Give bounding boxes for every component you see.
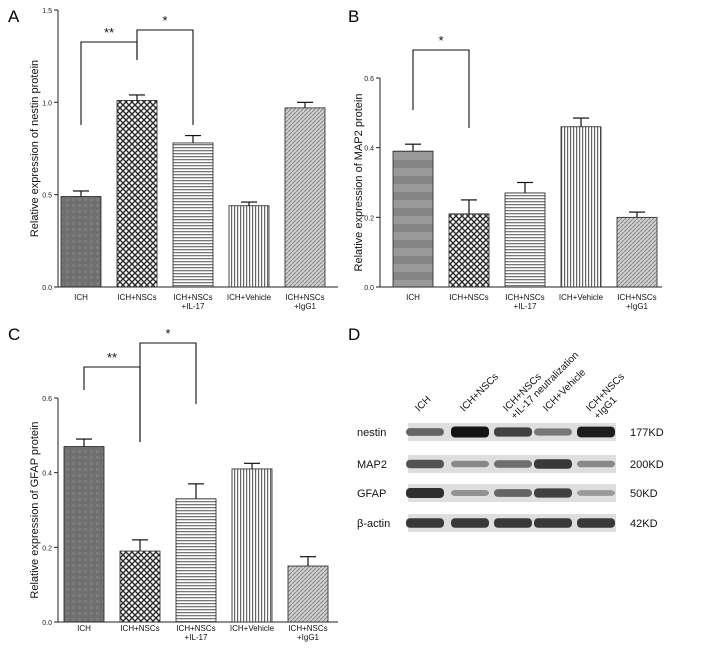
- y-tick-label: 0.4: [364, 146, 374, 153]
- x-tick-label: ICH+NSCs +IL-17: [505, 293, 544, 311]
- bar-5: [616, 216, 658, 288]
- x-tick-label: ICH+NSCs +IgG1: [285, 293, 324, 311]
- blot-band: [451, 426, 489, 438]
- blot-band: [451, 489, 489, 497]
- bar-2: [116, 100, 158, 288]
- blot-band: [534, 518, 572, 528]
- x-tick-label: ICH+Vehicle: [559, 293, 604, 302]
- y-tick-label: 1.5: [42, 8, 52, 15]
- bar-5: [284, 107, 326, 288]
- blot-band: [451, 460, 489, 468]
- y-axis-label: Relative expression of GFAP protein: [29, 421, 41, 598]
- y-tick-label: 0.4: [42, 471, 52, 478]
- blot-band: [494, 427, 532, 437]
- protein-label: nestin: [357, 427, 386, 439]
- blot-band: [406, 428, 444, 436]
- blot-band: [494, 489, 532, 497]
- x-tick-label: ICH: [74, 293, 88, 302]
- bar-4: [560, 126, 602, 288]
- blot-band: [451, 518, 489, 528]
- panel-letter-b: B: [348, 7, 359, 26]
- x-tick-label: ICH: [77, 624, 91, 633]
- y-tick-label: 1.0: [42, 100, 52, 107]
- blot-band: [534, 488, 572, 498]
- panel-letter-d: D: [348, 325, 360, 344]
- panel-letter-a: A: [8, 7, 20, 26]
- protein-label: β-actin: [357, 518, 390, 530]
- protein-label: MAP2: [357, 459, 387, 471]
- significance-label: **: [107, 350, 117, 365]
- x-tick-label: ICH+NSCs: [120, 624, 159, 633]
- size-label: 177KD: [630, 427, 664, 439]
- y-axis-label: Relative expression of nestin protein: [29, 60, 41, 237]
- bar-1: [392, 150, 434, 288]
- bar-4: [228, 205, 270, 288]
- panel-c-gfap-chart: 0.0 0.2 0.4 0.6 Relative expression of GFAP …: [29, 326, 338, 642]
- blot-band: [406, 518, 444, 528]
- bar-3: [172, 142, 214, 288]
- blot-band: [406, 459, 444, 469]
- panel-letters: A B C D: [8, 7, 360, 344]
- panel-a-nestin-chart: 0.0 0.5 1.0 1.5 Relative expression of nesti…: [29, 8, 338, 311]
- blot-band: [577, 490, 615, 496]
- bar-1: [63, 446, 105, 623]
- bar-5: [287, 565, 329, 623]
- panel-b-map2-chart: 0.0 0.2 0.4 0.6 Relative expression of MAP2 …: [353, 33, 662, 311]
- y-tick-label: 0.0: [364, 285, 374, 292]
- y-tick-label: 0.5: [42, 193, 52, 200]
- y-tick-label: 0.6: [42, 396, 52, 403]
- size-label: 50KD: [630, 488, 658, 500]
- blot-band: [534, 428, 572, 436]
- bar-2: [119, 550, 161, 623]
- lane-label: ICH: [413, 394, 433, 414]
- x-tick-label: ICH: [406, 293, 420, 302]
- y-tick-label: 0.2: [42, 545, 52, 552]
- significance-bracket: [83, 366, 141, 442]
- lane-label: ICH+NSCs: [458, 372, 501, 415]
- panel-letter-c: C: [8, 325, 20, 344]
- x-tick-label: ICH+NSCs +IL-17: [173, 293, 212, 311]
- blot-band: [577, 518, 615, 528]
- size-label: 42KD: [630, 518, 658, 530]
- significance-bracket: [139, 342, 197, 442]
- x-tick-label: ICH+NSCs +IgG1: [617, 293, 656, 311]
- significance-label: *: [165, 326, 170, 341]
- bar-4: [231, 468, 273, 623]
- blot-band: [494, 518, 532, 528]
- blot-band: [577, 426, 615, 438]
- bar-1: [60, 196, 102, 288]
- x-tick-label: ICH+Vehicle: [227, 293, 272, 302]
- bar-3: [504, 192, 546, 288]
- x-tick-label: ICH+Vehicle: [230, 624, 275, 633]
- blot-band: [406, 488, 444, 498]
- significance-label: *: [438, 33, 443, 48]
- significance-bracket: [412, 49, 470, 128]
- protein-label: GFAP: [357, 488, 386, 500]
- significance-label: *: [162, 13, 167, 28]
- blot-band: [494, 460, 532, 468]
- blot-band: [577, 460, 615, 468]
- size-label: 200KD: [630, 459, 664, 471]
- significance-bracket: [136, 29, 194, 125]
- bar-2: [448, 213, 490, 288]
- lane-label: ICH+NSCs+IgG1: [584, 372, 634, 422]
- x-tick-label: ICH+NSCs: [449, 293, 488, 302]
- y-tick-label: 0.2: [364, 215, 374, 222]
- y-tick-label: 0.6: [364, 76, 374, 83]
- x-tick-label: ICH+NSCs +IL-17: [176, 624, 215, 642]
- blot-band: [534, 459, 572, 469]
- y-axis-label: Relative expression of MAP2 protein: [353, 94, 365, 272]
- x-tick-label: ICH+NSCs +IgG1: [288, 624, 327, 642]
- y-tick-label: 0.0: [42, 285, 52, 292]
- bar-3: [175, 498, 217, 623]
- significance-label: **: [104, 25, 114, 40]
- panel-d-western-blot: ICH ICH+NSCs ICH+NSCs+IL-17 neutralization…: [357, 350, 664, 532]
- y-tick-label: 0.0: [42, 620, 52, 627]
- x-tick-label: ICH+NSCs: [117, 293, 156, 302]
